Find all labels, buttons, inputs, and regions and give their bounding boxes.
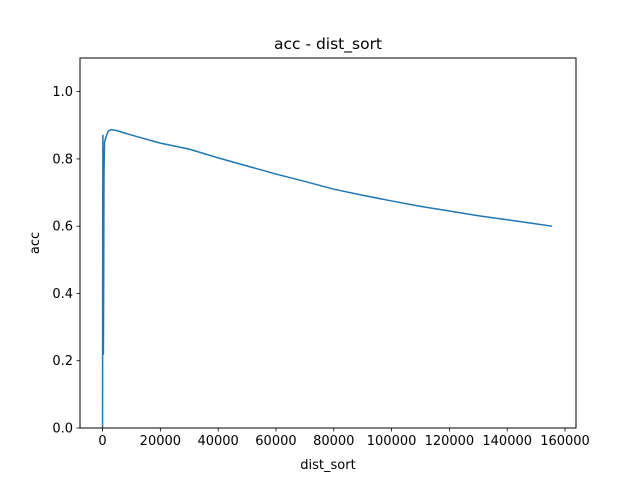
y-axis-label: acc bbox=[28, 232, 43, 254]
x-tick-label: 140000 bbox=[482, 434, 532, 449]
x-tick-label: 40000 bbox=[197, 434, 238, 449]
series-line-group bbox=[101, 128, 553, 429]
x-axis: 0 20000 40000 60000 80000 100000 120000 140000 1… bbox=[98, 428, 590, 449]
y-tick-label: 0.0 bbox=[52, 422, 73, 437]
y-tick-label: 1.0 bbox=[52, 85, 73, 100]
x-tick-label: 80000 bbox=[313, 434, 354, 449]
x-tick-label: 0 bbox=[98, 434, 106, 449]
series-line bbox=[101, 128, 553, 429]
y-tick-label: 0.6 bbox=[52, 220, 73, 235]
plot-frame bbox=[79, 57, 577, 429]
x-tick-label: 160000 bbox=[540, 434, 590, 449]
y-tick-label: 0.2 bbox=[52, 354, 73, 369]
x-axis-label: dist_sort bbox=[300, 458, 355, 473]
chart-title: acc - dist_sort bbox=[274, 35, 382, 54]
x-tick-label: 20000 bbox=[140, 434, 181, 449]
plot-area bbox=[80, 58, 576, 428]
x-tick-label: 60000 bbox=[255, 434, 296, 449]
x-tick-label: 120000 bbox=[425, 434, 475, 449]
y-tick-label: 0.4 bbox=[52, 287, 73, 302]
y-axis: 0.0 0.2 0.4 0.6 0.8 1.0 bbox=[52, 85, 80, 437]
y-tick-label: 0.8 bbox=[52, 152, 73, 167]
x-tick-label: 100000 bbox=[367, 434, 417, 449]
